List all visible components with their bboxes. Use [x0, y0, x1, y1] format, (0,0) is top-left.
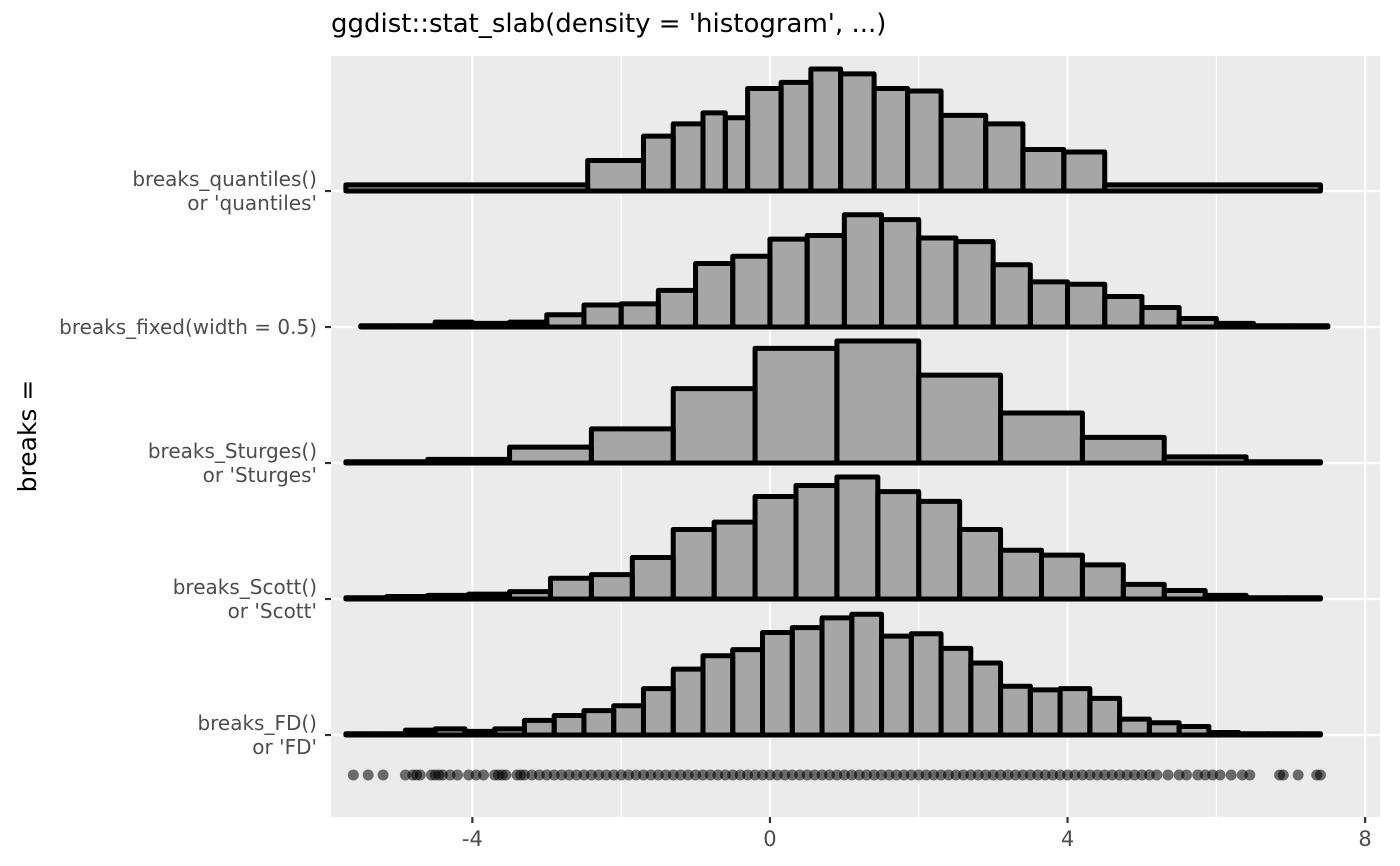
data-point	[1151, 769, 1163, 781]
histogram-bar	[384, 594, 431, 602]
histogram-bar	[1284, 595, 1323, 602]
histogram-bar	[402, 727, 438, 738]
slab-2	[358, 212, 1331, 330]
histogram-bar	[1251, 323, 1294, 330]
histogram-bar	[343, 459, 431, 466]
data-point	[362, 769, 374, 781]
histogram-bar	[1295, 731, 1323, 738]
data-point	[1225, 769, 1237, 781]
slab-fill	[345, 477, 1321, 599]
histogram-bar	[1206, 730, 1242, 738]
chart-title: ggdist::stat_slab(density = 'histogram',…	[331, 9, 887, 39]
histogram-bar	[432, 319, 475, 330]
y-tick-label: breaks_Sturges() or 'Sturges'	[148, 439, 317, 487]
x-tick-label: 4	[1061, 827, 1074, 851]
slab-3	[343, 338, 1323, 466]
y-tick-label: breaks_FD() or 'FD'	[197, 711, 317, 759]
histogram-bar	[1213, 320, 1257, 330]
histogram-bar	[373, 731, 408, 738]
data-point	[1277, 769, 1289, 781]
x-tick-label: -4	[462, 827, 483, 851]
data-point	[1181, 769, 1193, 781]
histogram-bar	[1079, 434, 1167, 466]
histogram-bar	[425, 592, 472, 602]
data-point	[451, 769, 463, 781]
slab-4	[343, 474, 1323, 602]
data-point	[414, 769, 426, 781]
data-point	[377, 769, 389, 781]
histogram-bar	[395, 323, 438, 330]
histogram-bar	[358, 323, 401, 330]
data-point	[1292, 769, 1304, 781]
y-tick-label: breaks_quantiles() or 'quantiles'	[132, 167, 317, 215]
histogram-bar	[1102, 182, 1323, 194]
data-point	[1314, 769, 1326, 781]
histogram-bar	[1236, 731, 1271, 738]
slab-fill	[345, 614, 1321, 735]
y-axis: breaks_quantiles() or 'quantiles' breaks_f…	[59, 167, 331, 759]
data-point	[1214, 769, 1226, 781]
histogram-bar	[1243, 595, 1290, 602]
histogram-bar	[1061, 149, 1108, 194]
slab-1	[343, 66, 1323, 194]
histogram-bar	[466, 591, 513, 602]
data-point	[478, 769, 490, 781]
histogram-bar	[507, 319, 550, 330]
slab-5	[343, 611, 1323, 738]
slab-fill	[345, 341, 1321, 463]
data-point	[500, 769, 512, 781]
histogram-bar	[1265, 731, 1301, 738]
histogram-bar	[469, 320, 513, 330]
data-points	[347, 769, 1326, 781]
data-point	[1162, 769, 1174, 781]
y-tick-label: breaks_fixed(width = 0.5)	[59, 315, 317, 339]
histogram-bar	[1288, 323, 1331, 330]
histogram-bar	[1202, 592, 1249, 602]
data-point	[347, 769, 359, 781]
histogram-bar	[343, 595, 390, 602]
y-axis-title: breaks =	[13, 380, 42, 493]
y-tick-label: breaks_Scott() or 'Scott'	[173, 575, 317, 623]
slab-layer	[343, 66, 1331, 738]
histogram-bar	[1243, 459, 1323, 466]
histogram-bar	[425, 456, 513, 466]
x-tick-label: 0	[763, 827, 776, 851]
x-tick-label: 8	[1358, 827, 1371, 851]
histogram-bar	[343, 731, 379, 738]
x-axis: -4 0 4 8	[462, 817, 1372, 851]
data-point	[1244, 769, 1256, 781]
histogram-bar	[462, 728, 498, 738]
